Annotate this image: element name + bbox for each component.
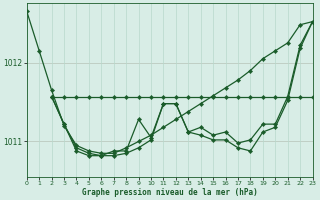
X-axis label: Graphe pression niveau de la mer (hPa): Graphe pression niveau de la mer (hPa) (82, 188, 258, 197)
